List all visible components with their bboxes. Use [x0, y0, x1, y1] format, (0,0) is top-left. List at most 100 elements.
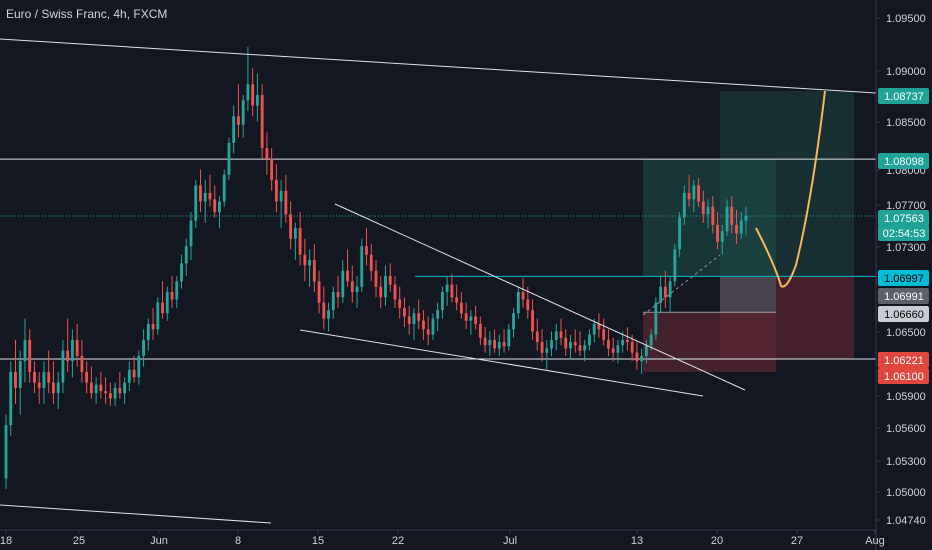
candle-body — [308, 260, 312, 266]
candle-body — [440, 292, 444, 311]
candle-body — [436, 310, 440, 319]
x-tick-label: 22 — [392, 535, 404, 547]
y-tick-label: 1.09500 — [886, 13, 926, 25]
target-zone-2 — [720, 91, 854, 277]
price-tags: 1.08737 1.08098 1.07563 02:54:53 1.06997 1.06… — [878, 88, 929, 384]
y-tick-label: 1.07300 — [886, 242, 926, 254]
candle-body — [564, 337, 568, 349]
lower-trendline — [0, 504, 272, 524]
candle-body — [379, 286, 383, 298]
candle-body — [573, 342, 577, 346]
candle-body — [189, 220, 193, 247]
candle-body — [673, 249, 677, 282]
candle-body — [80, 355, 84, 372]
candle-body — [640, 355, 644, 362]
candle-body — [588, 334, 591, 346]
candle-body — [559, 331, 563, 338]
projection-path — [755, 90, 826, 288]
candle-body — [241, 100, 245, 125]
candle-body — [597, 323, 601, 330]
candle-body — [659, 286, 663, 303]
candle-body — [554, 331, 558, 340]
candle-body — [744, 216, 748, 221]
candle-body — [625, 339, 629, 343]
candle-body — [668, 281, 672, 298]
candle-body — [227, 142, 231, 175]
candle-body — [398, 299, 402, 308]
candle-body — [516, 292, 520, 314]
candle-body — [507, 329, 511, 347]
x-tick-label: 18 — [0, 535, 12, 547]
position-zones — [643, 91, 854, 372]
candle-body — [720, 231, 724, 242]
candle-body — [455, 297, 459, 303]
candle-body — [33, 371, 36, 383]
candle-body — [175, 281, 179, 300]
candle-body — [701, 201, 705, 215]
candle-body — [289, 214, 293, 239]
candle-body — [251, 84, 255, 106]
candle-body — [711, 206, 715, 225]
candle-body — [426, 329, 430, 335]
candle-body — [142, 339, 145, 356]
candle-body — [203, 192, 207, 202]
candle-body — [474, 316, 478, 324]
candle-body — [279, 190, 283, 202]
candle-body — [583, 345, 587, 351]
candle-body — [388, 276, 392, 285]
target-zone-1 — [643, 159, 776, 277]
candle-body — [607, 339, 610, 349]
candle-body — [336, 292, 340, 298]
candle-body — [156, 302, 160, 330]
candle-body — [682, 192, 686, 218]
horizontal-levels — [0, 158, 876, 360]
candle-body — [493, 339, 497, 349]
candles — [4, 47, 748, 490]
candle-body — [502, 342, 506, 347]
price-tag-background — [878, 288, 929, 304]
candle-body — [70, 339, 74, 362]
candle-body — [497, 342, 501, 349]
candle-body — [118, 387, 122, 394]
price-tag-label: 1.06221 — [884, 355, 924, 367]
candle-body — [298, 228, 302, 255]
candle-body — [521, 292, 525, 300]
candle-body — [569, 342, 572, 349]
candle-body — [431, 318, 435, 335]
candle-body — [61, 350, 65, 383]
candle-body — [592, 323, 596, 335]
y-tick-label: 1.06500 — [886, 327, 926, 339]
candle-body — [180, 263, 183, 282]
price-tag-background — [878, 88, 929, 104]
time-axis[interactable]: 18 25 Jun 8 15 22 Jul 13 20 27 Aug — [0, 530, 885, 547]
candle-body — [99, 384, 103, 392]
candle-body — [403, 307, 406, 317]
x-tick-label: 20 — [711, 535, 723, 547]
candle-body — [37, 382, 41, 388]
candle-body — [545, 348, 549, 353]
x-tick-label: Jun — [150, 535, 168, 547]
candle-body — [602, 329, 606, 340]
candle-body — [739, 220, 743, 234]
candle-body — [407, 316, 411, 324]
candle-body — [274, 180, 278, 202]
candle-body — [730, 206, 734, 225]
y-tick-label: 1.07700 — [886, 200, 926, 212]
candle-body — [725, 206, 729, 232]
candle-body — [303, 254, 307, 266]
price-axis[interactable]: 1.095001.090001.085001.080001.077001.073… — [876, 13, 926, 527]
candle-body — [104, 391, 108, 394]
candle-body — [146, 323, 150, 340]
price-tag-background — [878, 153, 929, 169]
price-tag-label: 1.06660 — [884, 309, 924, 321]
candle-body — [692, 185, 696, 200]
candle-body — [417, 313, 421, 321]
x-tick-label: Jul — [503, 535, 517, 547]
candle-body — [18, 361, 22, 388]
trend-lines — [0, 38, 877, 524]
candle-body — [260, 94, 264, 149]
candle-body — [123, 382, 127, 394]
candle-body — [132, 369, 136, 378]
